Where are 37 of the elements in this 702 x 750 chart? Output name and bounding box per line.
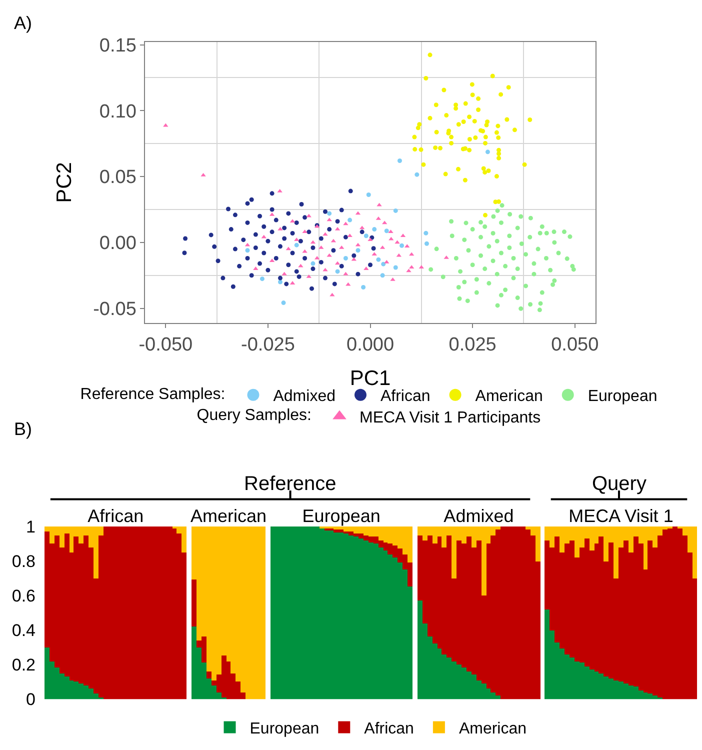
text: Reference — [244, 473, 336, 495]
y-tick-label: 0.00 — [99, 233, 136, 254]
x-tick-label: American — [190, 506, 266, 526]
y-tick-label: 0 — [26, 690, 36, 710]
y-tick-label: 0.8 — [12, 552, 36, 571]
x-tick-label: Admixed — [444, 506, 514, 526]
x-tick-label: 0.050 — [551, 334, 599, 356]
x-tick-label: 0.000 — [346, 334, 394, 356]
x-tick-label: 0.025 — [448, 334, 496, 356]
text: Query Samples: — [196, 407, 312, 424]
legend-label: American — [458, 720, 527, 738]
x-tick-label: African — [88, 506, 144, 526]
text: A) — [14, 13, 32, 33]
text: Reference Samples: — [80, 386, 226, 403]
legend-label: MECA Visit 1 Participants — [359, 410, 541, 427]
y-tick-label: 0.2 — [12, 656, 36, 675]
y-tick-label: 0.15 — [99, 35, 136, 56]
y-tick-label: 0.10 — [99, 101, 136, 122]
x-tick-label: MECA Visit 1 — [568, 506, 674, 526]
y-axis-title: PC2 — [53, 162, 76, 203]
y-tick-label: 0.4 — [12, 621, 36, 640]
legend-label: European — [250, 720, 320, 738]
x-tick-label: European — [302, 506, 380, 526]
text: B) — [14, 419, 32, 439]
x-axis-title: PC1 — [350, 366, 391, 390]
legend-label: African — [364, 720, 414, 738]
legend-label: European — [588, 388, 658, 406]
legend-label: American — [475, 388, 543, 406]
y-tick-label: -0.05 — [93, 299, 136, 320]
legend-label: African — [380, 388, 430, 406]
legend-label: Admixed — [273, 388, 336, 406]
x-tick-label: -0.025 — [241, 334, 295, 356]
text: Query — [592, 473, 646, 495]
y-tick-label: 0.05 — [99, 167, 136, 188]
y-tick-label: 0.6 — [12, 586, 36, 606]
x-tick-label: -0.050 — [138, 334, 193, 356]
y-tick-label: 1 — [26, 518, 36, 536]
